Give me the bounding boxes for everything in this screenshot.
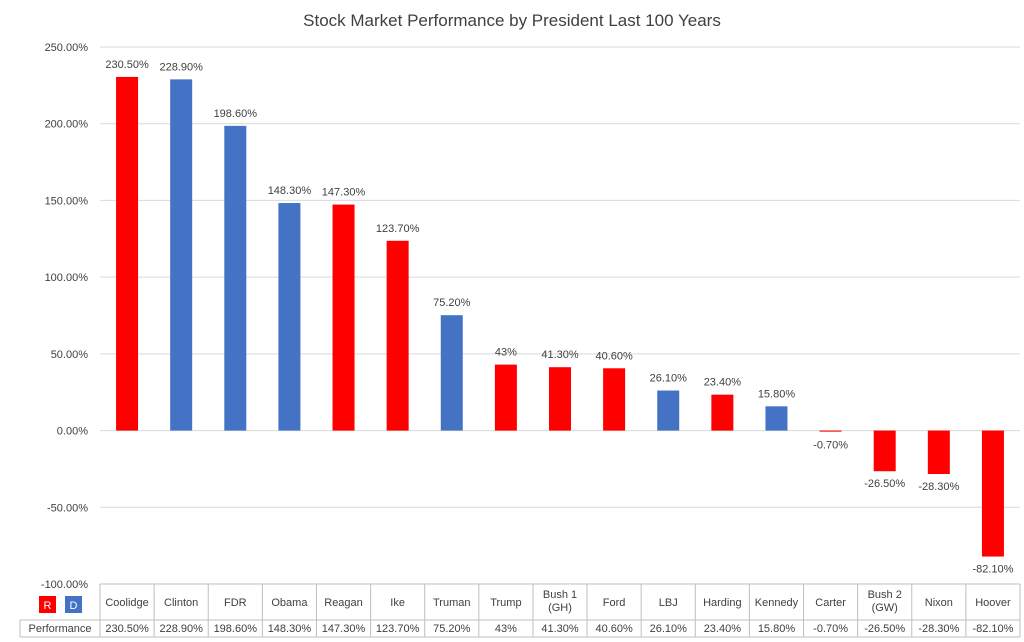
data-label: 148.30% <box>268 185 312 197</box>
bar <box>981 430 1004 557</box>
bar <box>224 125 247 431</box>
data-label: 147.30% <box>322 187 366 199</box>
category-label: Carter <box>815 597 846 609</box>
data-label: 123.70% <box>376 223 420 235</box>
data-label: 228.90% <box>159 61 203 73</box>
category-label: Clinton <box>164 597 198 609</box>
bar <box>873 430 896 472</box>
category-label: Kennedy <box>755 597 799 609</box>
category-label: Ike <box>390 597 405 609</box>
gridlines <box>100 46 1020 508</box>
legend-label: R <box>44 600 52 612</box>
legend-swatch <box>65 596 82 613</box>
category-label: Coolidge <box>105 597 148 609</box>
data-label: 26.10% <box>650 373 688 385</box>
table-value: 75.20% <box>433 623 471 635</box>
category-label: Hoover <box>975 597 1011 609</box>
bar <box>116 76 139 431</box>
y-tick-label: 250.00% <box>45 42 89 54</box>
table-value: 228.90% <box>159 623 203 635</box>
table-value: 148.30% <box>268 623 312 635</box>
data-label: 41.30% <box>541 349 579 361</box>
table-value: 43% <box>495 623 517 635</box>
table-value: 147.30% <box>322 623 366 635</box>
y-tick-label: 200.00% <box>45 119 89 131</box>
category-label: LBJ <box>659 597 678 609</box>
bar <box>170 79 193 431</box>
bar <box>765 406 788 431</box>
y-tick-label: -50.00% <box>47 502 88 514</box>
bar <box>819 430 842 432</box>
data-label: -0.70% <box>813 440 848 452</box>
y-tick-label: 50.00% <box>51 349 89 361</box>
bar <box>603 368 626 431</box>
data-label: -28.30% <box>918 481 959 493</box>
table-value: 40.60% <box>595 623 633 635</box>
data-label: -26.50% <box>864 478 905 490</box>
bar <box>549 367 571 431</box>
table-value: 230.50% <box>105 623 149 635</box>
table-value: -28.30% <box>918 623 959 635</box>
legend-swatch <box>39 596 56 613</box>
y-axis: 250.00% 200.00% 150.00% 100.00% 50.00% 0.00% -… <box>41 42 88 591</box>
data-label: 198.60% <box>214 108 258 120</box>
table-value: -82.10% <box>972 623 1013 635</box>
bar <box>711 394 734 431</box>
data-label: 15.80% <box>758 388 796 400</box>
data-label: 75.20% <box>433 297 471 309</box>
data-labels: 230.50% 228.90% 198.60% 148.30% 147.30% 123.7… <box>105 59 1013 576</box>
table-value: 123.70% <box>376 623 420 635</box>
data-label: -82.10% <box>972 564 1013 576</box>
category-label: FDR <box>224 597 247 609</box>
category-label: Obama <box>271 597 308 609</box>
table-value: -26.50% <box>864 623 905 635</box>
category-label: Nixon <box>925 597 953 609</box>
bar <box>927 430 950 474</box>
bar <box>657 390 680 431</box>
category-label: Trump <box>490 597 521 609</box>
table-row-label: Performance <box>29 623 92 635</box>
bar <box>440 315 463 431</box>
category-label: Bush 2 (GW) <box>868 589 902 614</box>
table-value: 198.60% <box>214 623 258 635</box>
y-tick-label: 100.00% <box>45 272 89 284</box>
table-value: 15.80% <box>758 623 796 635</box>
data-table: Performance Coolidge 230.50% Clinton 228.90%… <box>19 583 1021 638</box>
data-label: 23.40% <box>704 377 742 389</box>
table-value: 26.10% <box>650 623 688 635</box>
category-label: Reagan <box>324 597 363 609</box>
chart-title: Stock Market Performance by President La… <box>303 11 721 30</box>
table-value: -0.70% <box>813 623 848 635</box>
table-value: 41.30% <box>541 623 579 635</box>
y-tick-label: 150.00% <box>45 195 89 207</box>
legend-label: D <box>70 600 78 612</box>
category-label: Harding <box>703 597 742 609</box>
category-label: Ford <box>603 597 626 609</box>
category-label: Truman <box>433 597 471 609</box>
category-label: Bush 1 (GH) <box>543 589 577 614</box>
bar <box>386 240 409 431</box>
bar <box>278 203 301 431</box>
data-label: 230.50% <box>105 59 149 71</box>
bar <box>494 364 517 431</box>
bar <box>332 204 355 431</box>
data-label: 43% <box>495 347 517 359</box>
bars <box>116 76 1004 557</box>
table-value: 23.40% <box>704 623 742 635</box>
y-tick-label: 0.00% <box>57 426 88 438</box>
data-label: 40.60% <box>595 350 633 362</box>
y-tick-label: -100.00% <box>41 579 88 591</box>
